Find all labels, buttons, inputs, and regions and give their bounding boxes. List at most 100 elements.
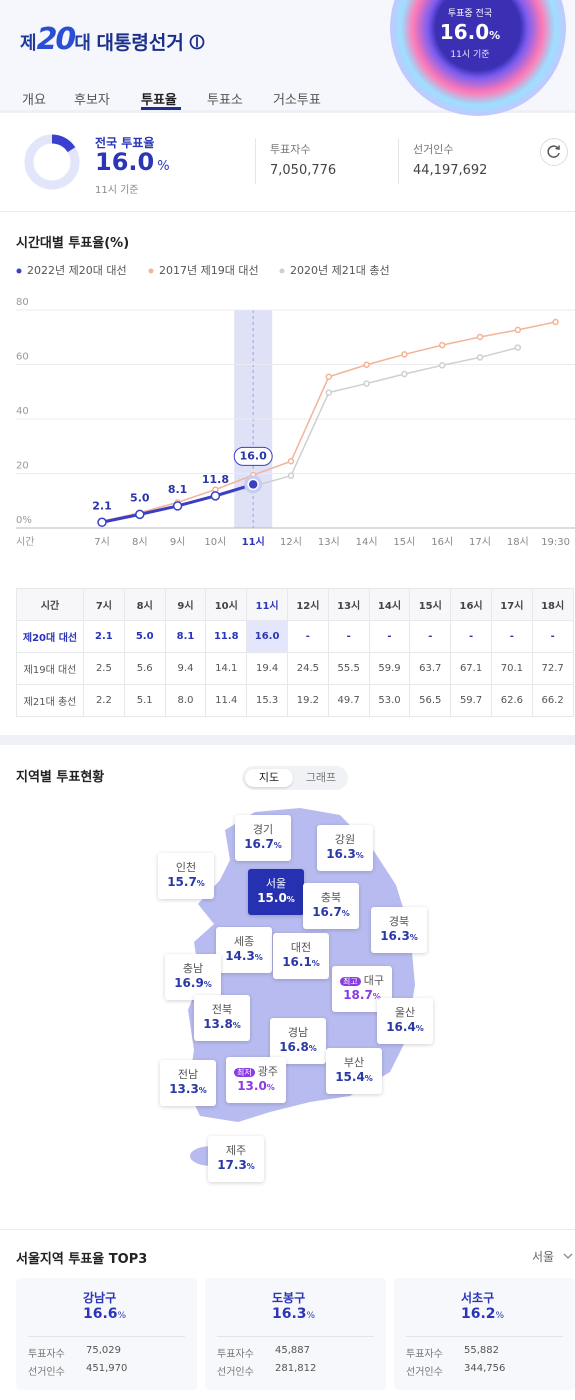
point [97,517,107,528]
tab[interactable]: 투표율 [141,93,177,108]
refresh-button[interactable] [540,138,568,166]
top3-card[interactable] [16,1278,197,1390]
table-cell: 67.1 [450,652,492,685]
region-name-row: 경북 [371,913,427,929]
top3-card[interactable] [394,1278,575,1390]
point [287,457,295,465]
card-number: 16.3 [272,1306,307,1322]
table-cell: 제21대 총선 [16,684,84,717]
region-number: 18.7 [343,988,373,1002]
point [401,370,408,378]
card-name: 강남구 [83,1291,117,1305]
region-value: 15.4% [326,1070,382,1084]
card-stat-value: 281,812 [275,1363,317,1374]
region-unit: % [198,1086,207,1095]
value-label-box [233,446,273,466]
divider [0,211,575,212]
point [438,362,446,369]
point [325,389,333,396]
region-name: 경북 [388,915,410,928]
tab[interactable]: 후보자 [74,93,110,108]
header-cell: 15시 [409,588,452,621]
table-cell: 5.1 [123,684,166,717]
region-number: 15.7 [167,875,197,889]
table-cell: 8.1 [164,620,207,653]
region-unit: % [232,1021,241,1030]
x-axis-label: 시간 [16,536,34,548]
point [552,318,559,326]
value-label: 2.1 [92,499,112,512]
toggle-option[interactable]: 그래프 [305,771,337,784]
header-cell: 11시 [246,588,288,621]
card-name: 서초구 [461,1291,495,1305]
region-number: 16.3 [326,847,356,861]
title-suffix: 대 [74,33,91,54]
region-name: 제주 [225,1144,247,1157]
point [210,491,221,501]
table-cell: 56.5 [409,684,452,717]
table-cell: - [531,620,574,653]
y-tick-label: 60 [16,352,29,363]
region-name-row: 최저 광주 [226,1063,286,1079]
region-box: 충북 16.7% [303,883,359,929]
value-label: 5.0 [130,491,150,504]
badge-value: 16.0% [420,20,520,44]
region-box: 충남 16.9% [165,954,221,1000]
region-name: 충남 [182,962,204,975]
table-cell: 19.4 [246,652,288,685]
region-number: 13.8 [203,1017,233,1031]
region-name: 대구 [363,974,384,987]
region-box: 대전 16.1% [273,933,329,979]
region-name: 세종 [233,935,255,948]
table-cell: 8.0 [164,684,207,717]
table-cell: 70.1 [490,652,533,685]
card-divider [217,1336,374,1337]
legend-label: 2017년 제19대 대선 [159,264,259,277]
tab[interactable]: 거소투표 [273,93,321,108]
header-cell: 10시 [205,588,248,621]
region-name: 전북 [211,1003,233,1016]
region-value: 13.0% [226,1079,286,1093]
region-unit: % [266,1083,275,1092]
top3-card[interactable] [205,1278,386,1390]
toggle-option[interactable]: 지도 [245,769,293,787]
region-number: 17.3 [217,1158,247,1172]
region-number: 14.3 [225,949,255,963]
header-cell: 12시 [286,588,329,621]
legend-label: 2022년 제20대 대선 [27,264,127,277]
table-row: 제21대 총선 2.2 5.1 8.0 11.4 15.3 19.2 49.7 53.0 56.5… [16,684,574,717]
header-cell: 17시 [490,588,533,621]
region-box: 경북 16.3% [371,907,427,953]
point [135,509,145,520]
tab[interactable]: 투표소 [207,93,243,108]
region-value: 17.3% [208,1158,264,1172]
x-tick-label: 7시 [94,536,110,548]
tab[interactable]: 개요 [22,93,46,108]
region-box: 서울 15.0% [248,869,304,915]
region-value: 13.3% [160,1082,216,1096]
region-box: 경남 16.8% [270,1018,326,1064]
card-value: 16.2% [461,1306,504,1322]
card-stat-label: 선거인수 [406,1367,443,1378]
title-icon [190,34,205,50]
value-label: 8.1 [168,483,188,496]
region-unit: % [308,1044,317,1053]
table-cell: 14.1 [205,652,248,685]
card-stat-value: 451,970 [86,1363,128,1374]
region-unit: % [311,959,320,968]
table-cell: 19.2 [286,684,329,717]
turnout-table: 시간 7시 8시 9시 10시 11시 12시 13시 14시 15시 16시 17시 18시 제20대 … [16,588,574,717]
map-ulleung [392,898,400,906]
region-number: 16.8 [279,1040,309,1054]
table-cell: 49.7 [327,684,370,717]
point [514,326,522,334]
point [401,351,408,358]
point [325,373,333,381]
region-number: 16.9 [174,976,204,990]
stat-label: 선거인수 [413,143,454,156]
region-selector[interactable]: 서울 [532,1248,554,1265]
header-cell: 7시 [83,588,125,621]
region-name-row: 전남 [160,1066,216,1082]
point [247,478,259,491]
region-name-row: 세종 [216,933,272,949]
